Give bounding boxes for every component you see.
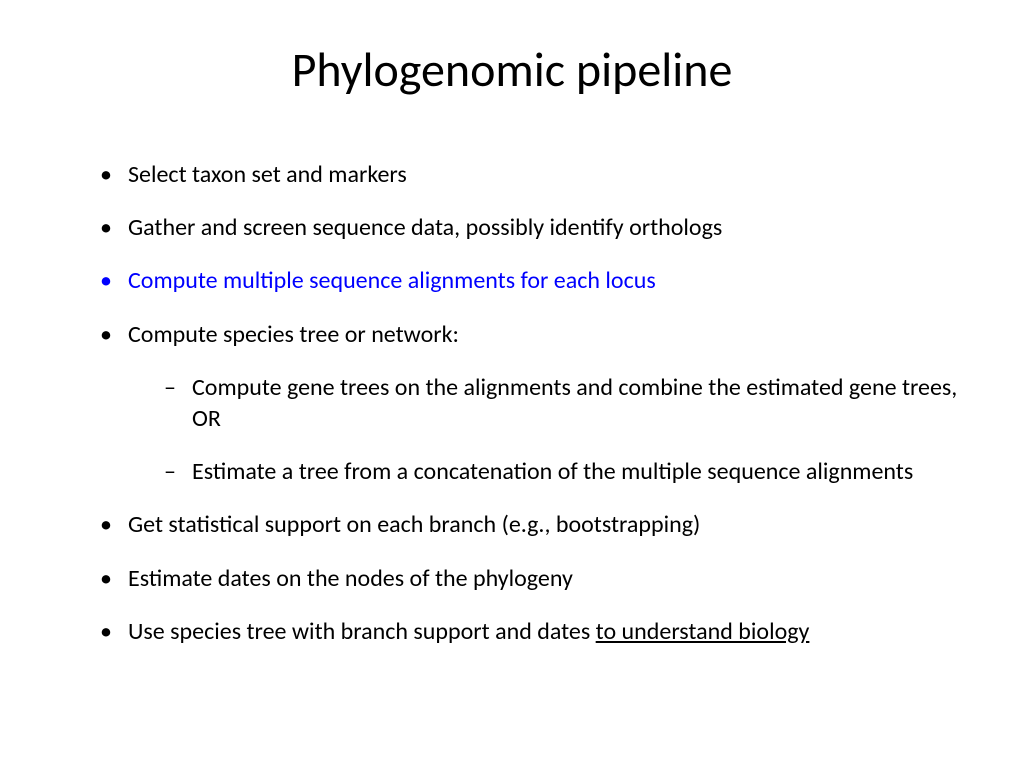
bullet-item: Get statistical support on each branch (… (100, 509, 964, 540)
sub-bullet-item: Compute gene trees on the alignments and… (164, 372, 964, 434)
bullet-list: Select taxon set and markers Gather and … (60, 159, 964, 647)
sub-bullet-text: Estimate a tree from a concatenation of … (192, 457, 913, 486)
slide-title: Phylogenomic pipeline (60, 40, 964, 99)
bullet-item: Estimate dates on the nodes of the phylo… (100, 563, 964, 594)
slide: Phylogenomic pipeline Select taxon set a… (0, 0, 1024, 768)
bullet-text: Compute species tree or network: (128, 320, 459, 349)
bullet-text: Get statistical support on each branch (… (128, 510, 700, 539)
sub-bullet-item: Estimate a tree from a concatenation of … (164, 456, 964, 487)
bullet-item: Select taxon set and markers (100, 159, 964, 190)
bullet-item: Gather and screen sequence data, possibl… (100, 212, 964, 243)
sub-bullet-text: Compute gene trees on the alignments and… (192, 373, 957, 433)
bullet-text: Compute multiple sequence alignments for… (128, 266, 656, 295)
bullet-text-prefix: Use species tree with branch support and… (128, 617, 596, 646)
bullet-text: Gather and screen sequence data, possibl… (128, 213, 722, 242)
bullet-item-highlight: Compute multiple sequence alignments for… (100, 265, 964, 296)
bullet-item: Use species tree with branch support and… (100, 616, 964, 647)
bullet-text: Select taxon set and markers (128, 160, 407, 189)
bullet-text: Estimate dates on the nodes of the phylo… (128, 564, 573, 593)
sub-bullet-list: Compute gene trees on the alignments and… (128, 372, 964, 488)
bullet-item: Compute species tree or network: Compute… (100, 319, 964, 488)
bullet-text-underlined: to understand biology (596, 617, 810, 646)
